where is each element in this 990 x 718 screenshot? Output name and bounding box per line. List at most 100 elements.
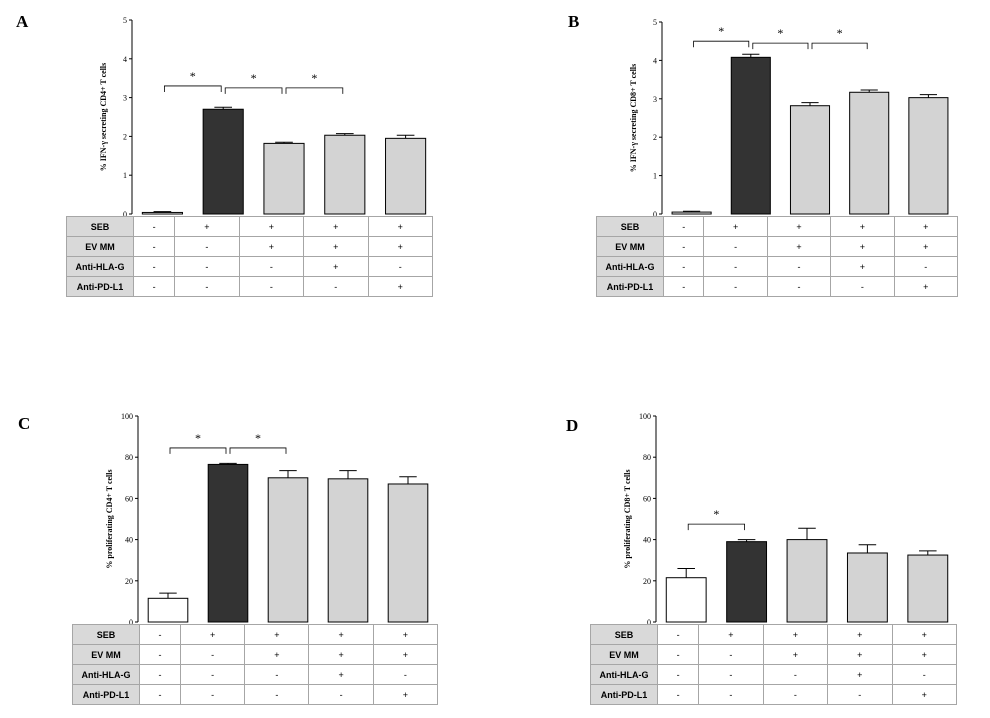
table-cell: + bbox=[762, 644, 829, 665]
table-cell: - bbox=[132, 216, 176, 237]
table-cell: - bbox=[703, 256, 768, 277]
y-tick-label: 4 bbox=[653, 56, 657, 65]
table-cell: + bbox=[766, 236, 832, 257]
table-cell: + bbox=[238, 216, 305, 237]
bar bbox=[147, 597, 189, 623]
row-label: Anti-PD-L1 bbox=[72, 684, 140, 705]
row-label: Anti-HLA-G bbox=[590, 664, 658, 685]
row-label: Anti-PD-L1 bbox=[66, 276, 134, 297]
row-label: Anti-HLA-G bbox=[596, 256, 664, 277]
y-tick-label: 5 bbox=[653, 18, 657, 27]
y-tick-label: 80 bbox=[643, 453, 651, 462]
bar bbox=[665, 577, 707, 623]
panel-letter-d: D bbox=[566, 416, 579, 435]
bar bbox=[846, 552, 888, 623]
significance-bracket bbox=[224, 87, 283, 94]
table-row: EV MM - - + + + bbox=[596, 236, 959, 257]
table-cell: + bbox=[372, 624, 439, 645]
table-cell: - bbox=[179, 644, 246, 665]
table-cell: + bbox=[179, 624, 246, 645]
table-cell: - bbox=[662, 216, 705, 237]
y-tick-label: 1 bbox=[123, 171, 127, 180]
y-tick-label: 5 bbox=[123, 16, 127, 25]
bar bbox=[789, 105, 831, 215]
y-axis-label: % proliferating CD8+ T cells bbox=[623, 469, 632, 568]
table-row: Anti-HLA-G - - - + - bbox=[590, 664, 957, 685]
table-cell: + bbox=[308, 624, 374, 645]
bar bbox=[263, 142, 305, 215]
bar bbox=[908, 97, 949, 215]
table-cell: - bbox=[238, 276, 305, 297]
table-cell: + bbox=[303, 216, 369, 237]
table-cell: + bbox=[893, 236, 959, 257]
table-cell: - bbox=[766, 256, 832, 277]
table-cell: - bbox=[132, 276, 176, 297]
row-label: SEB bbox=[590, 624, 658, 645]
table-cell: - bbox=[139, 684, 181, 705]
table-cell: + bbox=[367, 236, 433, 257]
y-tick-label: 2 bbox=[653, 133, 657, 142]
conditions-table-a: SEB - + + + + EV MM - - + + + Anti-HLA-G - - - + - Anti-PD… bbox=[66, 216, 433, 297]
table-row: EV MM - - + + + bbox=[72, 644, 439, 665]
row-label: Anti-PD-L1 bbox=[596, 276, 664, 297]
panel-letter-c: C bbox=[18, 414, 31, 433]
table-cell: - bbox=[303, 276, 369, 297]
y-tick-label: 100 bbox=[639, 412, 651, 421]
y-axis-label: % proliferating CD4+ T cells bbox=[105, 469, 114, 568]
row-label: EV MM bbox=[66, 236, 134, 257]
table-cell: - bbox=[656, 664, 700, 685]
bar bbox=[141, 211, 183, 215]
table-cell: + bbox=[827, 624, 893, 645]
table-cell: - bbox=[698, 644, 764, 665]
bar bbox=[207, 463, 249, 623]
table-cell: - bbox=[139, 644, 181, 665]
significance-bracket bbox=[752, 42, 809, 50]
table-cell: + bbox=[308, 664, 374, 685]
table-cell: + bbox=[244, 624, 310, 645]
table-row: SEB - + + + + bbox=[72, 624, 439, 645]
table-cell: - bbox=[656, 644, 700, 665]
panel-letter-b: B bbox=[568, 12, 580, 31]
conditions-table-d: SEB - + + + + EV MM - - + + + Anti-HLA-G - - - + - Anti-PD… bbox=[590, 624, 957, 705]
significance-star: * bbox=[837, 26, 843, 40]
y-tick-label: 20 bbox=[643, 577, 651, 586]
table-cell: + bbox=[891, 624, 957, 645]
table-cell: + bbox=[174, 216, 240, 237]
y-tick-label: 1 bbox=[653, 172, 657, 181]
table-cell: - bbox=[174, 236, 240, 257]
table-cell: + bbox=[372, 644, 439, 665]
bar bbox=[327, 478, 369, 623]
table-row: SEB - + + + + bbox=[590, 624, 957, 645]
table-row: EV MM - - + + + bbox=[590, 644, 957, 665]
y-tick-label: 0 bbox=[647, 618, 651, 627]
y-tick-label: 80 bbox=[125, 453, 133, 462]
table-cell: - bbox=[766, 276, 832, 297]
bar bbox=[786, 539, 828, 623]
table-cell: + bbox=[303, 256, 369, 277]
row-label: Anti-PD-L1 bbox=[590, 684, 658, 705]
significance-star: * bbox=[195, 431, 201, 445]
y-tick-label: 4 bbox=[123, 55, 127, 64]
y-tick-label: 0 bbox=[129, 618, 133, 627]
significance-bracket bbox=[693, 40, 750, 48]
table-row: EV MM - - + + + bbox=[66, 236, 433, 257]
y-tick-label: 100 bbox=[121, 412, 133, 421]
table-row: Anti-HLA-G - - - + - bbox=[72, 664, 439, 685]
table-cell: - bbox=[179, 664, 246, 685]
table-cell: + bbox=[238, 236, 305, 257]
table-cell: - bbox=[372, 664, 439, 685]
table-cell: - bbox=[762, 664, 829, 685]
conditions-table-b: SEB - + + + + EV MM - - + + + Anti-HLA-G - - - + - Anti-PD… bbox=[596, 216, 959, 297]
table-cell: + bbox=[308, 644, 374, 665]
row-label: EV MM bbox=[590, 644, 658, 665]
table-row: Anti-PD-L1- - - - + bbox=[590, 684, 957, 705]
bar bbox=[671, 211, 712, 215]
bar bbox=[385, 137, 427, 215]
significance-bracket bbox=[164, 85, 222, 92]
bar bbox=[730, 56, 771, 215]
y-tick-label: 0 bbox=[123, 210, 127, 219]
significance-star: * bbox=[251, 71, 257, 85]
y-tick-label: 3 bbox=[123, 94, 127, 103]
significance-bracket bbox=[169, 447, 227, 454]
table-cell: + bbox=[827, 664, 893, 685]
